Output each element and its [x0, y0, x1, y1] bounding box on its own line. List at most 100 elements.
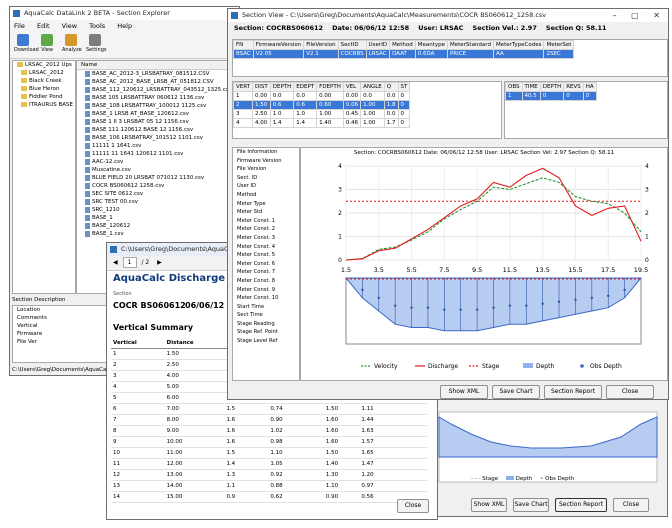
header-grid[interactable]: FN FirmwareVersion FileVersion SectID UserID… — [232, 39, 668, 77]
grid-cell[interactable]: 0.0 — [293, 91, 318, 101]
file-row[interactable]: SRC_1210 — [81, 206, 239, 214]
grid-cell[interactable]: 0.0 — [269, 91, 295, 101]
save-chart-button[interactable]: Save Chart — [492, 385, 540, 399]
grid-cell[interactable]: 0 — [539, 91, 565, 101]
grid-cell[interactable]: 1.00 — [316, 109, 344, 119]
file-list-header[interactable]: Name — [77, 61, 239, 70]
grid-cell[interactable]: 0 — [397, 118, 411, 128]
grid-cell[interactable]: 1.0 — [269, 109, 295, 119]
grid-cell[interactable]: 2 — [233, 100, 254, 110]
grid-col-header[interactable]: SectID — [337, 40, 367, 50]
grid-cell[interactable]: COCRBS — [337, 49, 367, 59]
grid-col-header[interactable]: UserID — [365, 40, 391, 50]
file-row[interactable]: BLUE FIELD 20 LRSBAT 071012 1130.csv — [81, 174, 239, 182]
grid-cell[interactable]: V2.05 — [252, 49, 305, 59]
grid-cell[interactable]: 1.8 — [383, 100, 399, 110]
grid-cell[interactable]: 0 — [397, 109, 411, 119]
download-button[interactable]: Download — [14, 34, 39, 53]
grid-cell[interactable]: 0 — [563, 91, 584, 101]
vertical-row[interactable]: 1 0.00 0.0 0.0 0.00 0.00 0.0 0.0 0 — [233, 91, 411, 101]
file-row[interactable]: BASE_108 LRSBATTRAY_100012 1125.csv — [81, 102, 239, 110]
grid-cell[interactable]: 0.46 — [342, 118, 362, 128]
grid-cell[interactable]: V2.1 — [303, 49, 339, 59]
menu-file[interactable]: File — [14, 22, 25, 30]
grid-cell[interactable]: AA — [492, 49, 545, 59]
grid-col-header[interactable]: Meantype — [414, 40, 448, 50]
grid-cell[interactable]: 2.50 — [252, 109, 271, 119]
file-row[interactable]: BASE 1 II 3 LRSBAT 05 12 1156.csv — [81, 118, 239, 126]
back-save-chart-button[interactable]: Save Chart — [513, 498, 549, 512]
file-row[interactable]: BASE_120612 — [81, 222, 239, 230]
file-row[interactable]: 11111 11 1641 120612 1101.csv — [81, 150, 239, 158]
grid-cell[interactable]: 0 — [397, 91, 411, 101]
window-controls[interactable]: – ▢ ✕ — [612, 11, 666, 20]
grid-cell[interactable]: 1.00 — [360, 109, 385, 119]
grid-col-header[interactable]: FN — [233, 40, 254, 50]
next-page-icon[interactable]: ▶ — [157, 259, 162, 266]
grid-col-header[interactable]: Q — [383, 82, 399, 92]
grid-cell[interactable]: 0.00 — [316, 91, 344, 101]
grid-col-header[interactable]: REVS — [563, 82, 584, 92]
show-xml-button[interactable]: Show XML — [440, 385, 488, 399]
grid-col-header[interactable]: HA — [582, 82, 597, 92]
tree-folder[interactable]: ITRAURUS BASE — [13, 101, 75, 109]
grid-col-header[interactable]: ANGLE — [360, 82, 385, 92]
grid-cell[interactable]: 4.00 — [252, 118, 271, 128]
explorer-titlebar[interactable]: AquaCalc DataLink 2 BETA - Section Explo… — [10, 7, 239, 20]
file-row[interactable]: COCR BS060612 1258.csv — [81, 182, 239, 190]
grid-cell[interactable]: 0.00 — [252, 91, 271, 101]
grid-col-header[interactable]: FirmwareVersion — [252, 40, 305, 50]
grid-col-header[interactable]: VERT — [233, 82, 254, 92]
grid-cell[interactable]: 1 — [505, 91, 523, 101]
file-row[interactable]: BASE 111 120612 BASE 12 1156.csv — [81, 126, 239, 134]
grid-col-header[interactable]: ST — [397, 82, 411, 92]
menu-tools[interactable]: Tools — [89, 22, 106, 30]
grid-cell[interactable]: 0.6 — [269, 100, 295, 110]
menu-edit[interactable]: Edit — [36, 22, 50, 30]
grid-cell[interactable]: LRSAC — [365, 49, 391, 59]
observations-grid[interactable]: OBS TIME DEPTH REVS HA 1 40.5 0 0 0 — [504, 81, 668, 139]
vertical-row[interactable]: 4 4.00 1.4 1.4 1.40 0.46 1.00 1.7 0 — [233, 118, 411, 128]
grid-col-header[interactable]: DEPTH — [269, 82, 295, 92]
tree-folder[interactable]: Black Creek — [13, 77, 75, 85]
grid-col-header[interactable]: MeterSet — [543, 40, 575, 50]
analyze-button[interactable]: Analyze — [62, 34, 82, 53]
menu-view[interactable]: View — [61, 22, 78, 30]
grid-cell[interactable]: 1.40 — [316, 118, 344, 128]
grid-cell[interactable]: 1.7 — [383, 118, 399, 128]
grid-cell[interactable]: 2SEC — [543, 49, 575, 59]
grid-cell[interactable]: BSAC — [233, 49, 254, 59]
file-row[interactable]: BASE_AC_2012_BASE_LRSB_AT_051812.CSV — [81, 78, 239, 86]
grid-col-header[interactable]: EDEPT — [293, 82, 318, 92]
grid-cell[interactable]: 0 — [582, 91, 597, 101]
file-row[interactable]: BASE_AC_2012-3_LRSBATRAY_081512.CSV — [81, 70, 239, 78]
vertical-row[interactable]: 2 1.50 0.6 0.6 0.60 0.06 1.00 1.8 0 — [233, 100, 411, 110]
grid-cell[interactable]: 0.0 — [360, 91, 385, 101]
grid-cell[interactable]: 1.4 — [293, 118, 318, 128]
grid-cell[interactable]: 1.50 — [252, 100, 271, 110]
section-report-button[interactable]: Section Report — [544, 385, 602, 399]
file-row[interactable]: Muscatine.csv — [81, 166, 239, 174]
file-row[interactable]: BASE_112_120612_LRSBATTRAY_043512_1325.c… — [81, 86, 239, 94]
grid-col-header[interactable]: MeterTypeCodes — [492, 40, 545, 50]
section-view-titlebar[interactable]: Section View - C:\Users\Greg\Documents\A… — [228, 9, 668, 22]
grid-cell[interactable]: PRICE — [446, 49, 494, 59]
grid-col-header[interactable]: FileVersion — [303, 40, 339, 50]
grid-col-header[interactable]: TIME — [521, 82, 541, 92]
grid-cell[interactable]: 1.0 — [293, 109, 318, 119]
tree-folder[interactable]: Fiddler Pond — [13, 93, 75, 101]
grid-cell[interactable]: 0 — [397, 100, 411, 110]
vertical-row[interactable]: 3 2.50 1.0 1.0 1.00 0.45 1.00 0.0 0 — [233, 109, 411, 119]
tree-folder[interactable]: LRSAC_2012 — [13, 69, 75, 77]
tree-folder[interactable]: LRSAC_2012 Ups — [13, 61, 75, 69]
grid-cell[interactable]: 1.00 — [360, 100, 385, 110]
grid-cell[interactable]: 1.4 — [269, 118, 295, 128]
file-row[interactable]: BASE_1 — [81, 214, 239, 222]
file-row[interactable]: AAC-12.csv — [81, 158, 239, 166]
grid-cell[interactable]: 4 — [233, 118, 254, 128]
file-row[interactable]: SEC SITE 0612.csv — [81, 190, 239, 198]
grid-cell[interactable]: 40.5 — [521, 91, 541, 101]
grid-cell[interactable]: 1.00 — [360, 118, 385, 128]
tree-folder[interactable]: Blue Heron — [13, 85, 75, 93]
grid-col-header[interactable]: FDEPTH — [316, 82, 344, 92]
